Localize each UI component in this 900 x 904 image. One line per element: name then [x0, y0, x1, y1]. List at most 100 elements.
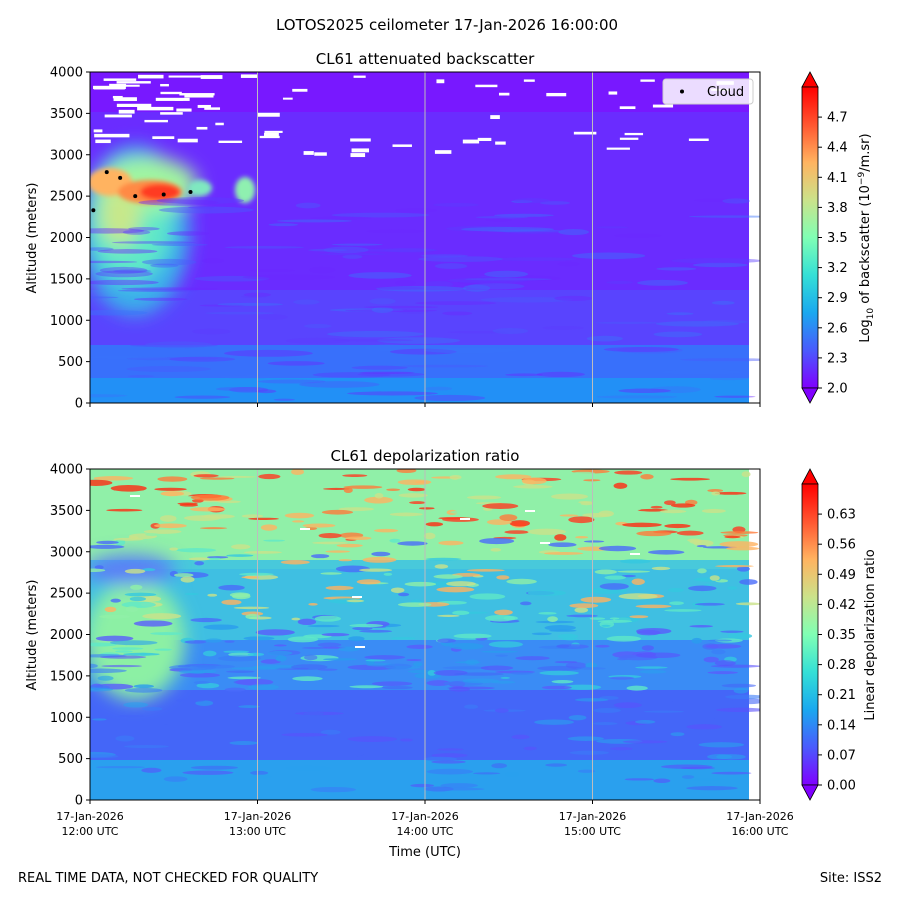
texture-streak	[543, 552, 584, 555]
noise-gap	[619, 137, 639, 140]
texture-streak	[160, 491, 185, 497]
texture-streak	[631, 578, 645, 585]
texture-streak	[598, 510, 614, 517]
texture-streak	[314, 615, 341, 622]
texture-streak	[637, 279, 688, 286]
texture-streak	[371, 681, 413, 686]
texture-streak	[701, 320, 749, 324]
noise-gap	[351, 148, 370, 153]
texture-streak	[364, 305, 439, 309]
texture-streak	[395, 280, 416, 286]
ytick-label: 0	[75, 397, 83, 412]
texture-streak	[425, 522, 444, 527]
texture-streak	[595, 321, 660, 324]
texture-streak	[719, 541, 759, 548]
texture-streak	[308, 721, 340, 724]
colorbar-tick-label: 0.63	[827, 508, 856, 523]
texture-streak	[450, 510, 484, 515]
texture-streak	[437, 614, 460, 617]
texture-streak	[183, 515, 221, 521]
texture-streak	[436, 586, 475, 593]
texture-streak	[571, 471, 595, 475]
texture-streak	[111, 241, 196, 244]
texture-streak	[199, 527, 228, 530]
texture-streak	[440, 783, 478, 788]
texture-streak	[126, 366, 212, 373]
texture-streak	[205, 311, 275, 315]
texture-streak	[154, 648, 173, 651]
colorbar-tick-label: 2.6	[827, 321, 848, 336]
texture-streak	[97, 675, 114, 681]
texture-streak	[129, 344, 219, 347]
texture-streak	[223, 650, 250, 653]
texture-streak	[150, 632, 183, 636]
texture-streak	[465, 659, 480, 665]
texture-streak	[714, 491, 747, 495]
texture-streak	[115, 650, 133, 653]
cloud-point	[161, 192, 166, 197]
texture-streak	[613, 482, 628, 489]
texture-streak	[284, 512, 315, 519]
noise-gap	[495, 141, 506, 145]
texture-streak	[329, 308, 404, 312]
colorbar-tick-label: 4.1	[827, 171, 848, 186]
texture-streak	[247, 652, 265, 657]
texture-streak	[390, 348, 457, 355]
texture-streak	[90, 642, 117, 647]
texture-streak	[636, 530, 672, 537]
legend: Cloud	[662, 78, 754, 105]
texture-streak	[229, 386, 269, 393]
noise-gap	[353, 75, 366, 78]
texture-streak	[684, 716, 716, 722]
texture-streak	[227, 676, 261, 680]
texture-streak	[235, 678, 274, 686]
texture-streak	[158, 206, 254, 214]
texture-streak	[594, 557, 629, 560]
colorbar-tick-label: 2.0	[827, 382, 848, 397]
texture-streak	[276, 219, 352, 223]
texture-streak	[275, 655, 287, 662]
texture-streak	[513, 485, 553, 489]
texture-streak	[336, 543, 363, 548]
texture-streak	[621, 574, 636, 578]
texture-streak	[691, 637, 703, 644]
texture-streak	[504, 530, 530, 534]
texture-streak	[255, 629, 295, 636]
texture-streak	[263, 539, 285, 542]
texture-streak	[117, 289, 199, 292]
texture-streak	[240, 295, 267, 298]
texture-streak	[166, 231, 210, 236]
texture-streak	[123, 652, 160, 656]
texture-streak	[523, 746, 537, 751]
texture-streak	[554, 295, 593, 301]
noise-gap	[95, 139, 111, 144]
texture-streak	[449, 474, 462, 480]
texture-streak	[426, 768, 474, 775]
texture-streak	[492, 257, 577, 262]
texture-streak	[347, 736, 397, 742]
texture-streak	[359, 568, 393, 572]
texture-streak	[169, 664, 217, 671]
backscatter-panel: CL61 attenuated backscatter	[25, 50, 876, 412]
texture-streak	[323, 246, 369, 254]
texture-streak	[192, 737, 223, 743]
noise-gap	[314, 152, 327, 156]
noise-gap	[196, 126, 208, 130]
texture-streak	[248, 517, 279, 521]
texture-streak	[238, 705, 261, 709]
texture-streak	[99, 266, 148, 274]
colorbar-tick-label: 0.35	[827, 628, 856, 643]
texture-streak	[90, 394, 128, 398]
texture-streak	[722, 198, 750, 204]
noise-gap	[282, 97, 293, 100]
texture-streak	[601, 624, 611, 627]
texture-streak	[356, 754, 395, 758]
texture-streak	[397, 541, 428, 546]
texture-streak	[199, 477, 235, 480]
footer-site: Site: ISS2	[820, 871, 882, 886]
texture-streak	[396, 469, 417, 474]
texture-streak	[566, 614, 598, 618]
texture-streak	[453, 633, 492, 639]
texture-streak	[356, 579, 381, 585]
